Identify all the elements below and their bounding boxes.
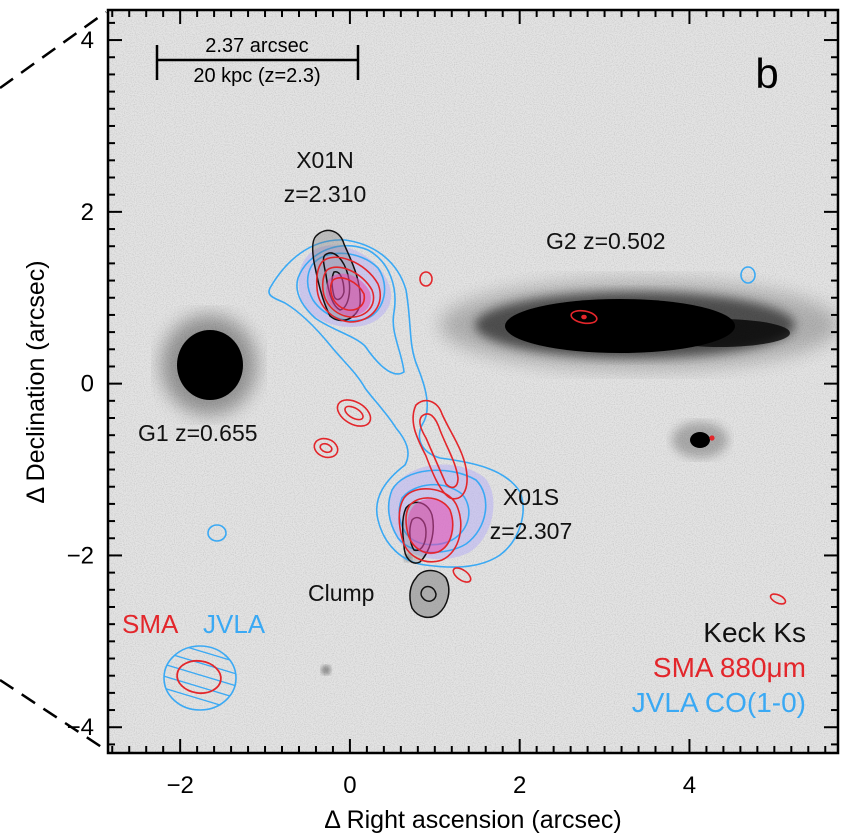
legend-jvla: JVLA CO(1-0) [632,687,806,718]
dashed-line-bottom [0,678,107,752]
y-tick-label: 0 [81,371,94,398]
axis-ticks: −2 0 2 4 −4 −2 0 2 4 [67,10,838,799]
sma-contours [313,256,787,605]
x-tick-label: −2 [166,772,193,799]
keck-contour-clump [409,569,450,619]
jvla-contour-blob-left [207,524,227,542]
sma-contour-g2-inner [581,314,587,320]
y-axis-label: Δ Declination (arcsec) [22,260,50,503]
sma-contour-south-2 [405,497,454,554]
scale-bar: 2.37 arcsec 20 kpc (z=2.3) [155,35,360,87]
sma-contour-south-tail [452,567,472,583]
galaxy-g2-blob [440,280,838,370]
x01n-label-z: z=2.310 [284,181,367,207]
beam-label-jvla: JVLA [203,609,266,639]
jvla-contour-blob-right [740,266,756,284]
x01s-label-name: X01S [503,484,559,510]
x-tick-label: 0 [343,772,356,799]
sma-contour-north-2 [321,266,375,318]
x01n-label-name: X01N [296,147,354,173]
scale-bar-arcsec-label: 2.37 arcsec [205,35,308,57]
sma-beam [176,659,222,695]
legend-keck: Keck Ks [703,617,806,648]
jvla-contour-south-inner [398,483,470,546]
plot-frame [106,8,840,755]
sma-contour-bridge [412,399,468,500]
sma-contour-bridge-inner [419,413,459,489]
jvla-contour-north-mid [296,245,405,375]
source-labels: X01N z=2.310 X01S z=2.307 G1 z=0.655 G2 … [138,147,666,606]
g2-label: G2 z=0.502 [546,228,666,254]
y-tick-label: −4 [67,714,94,741]
sma-contour-g2 [570,309,598,325]
galaxy-g1-blob [161,315,257,415]
clump-label: Clump [308,580,374,606]
sma-contour-north-blob [419,271,433,287]
g1-label: G1 z=0.655 [138,420,258,446]
x-tick-label: 4 [683,772,696,799]
sma-fill-south [407,499,453,555]
sma-contour-left-1b [344,405,364,421]
legend-sma: SMA 880μm [653,652,806,683]
x-tick-label: 2 [513,772,526,799]
sma-contour-north-3 [329,277,366,311]
keck-contour-clump-inner [420,585,437,602]
sma-contour-right-blob [769,593,787,605]
legend: Keck Ks SMA 880μm JVLA CO(1-0) [632,617,806,718]
jvla-beam [163,645,237,711]
y-tick-label: −2 [67,542,94,569]
beam-label-sma: SMA [122,609,179,639]
sma-contour-left-2b [319,442,333,454]
y-tick-label: 2 [81,199,94,226]
x01s-label-z: z=2.307 [490,518,573,544]
scale-bar-kpc-label: 20 kpc (z=2.3) [193,65,320,87]
sma-contour-left-2 [313,437,339,459]
y-tick-label: 4 [81,27,94,54]
panel-letter: b [755,50,778,97]
x-axis-label: Δ Right ascension (arcsec) [324,806,621,834]
small-galaxy-blob [672,422,728,458]
dashed-line-top [0,10,107,90]
jvla-contour-south-mid [387,469,487,554]
sma-contour-north-1 [315,256,382,323]
sma-contour-south-1 [398,488,462,563]
keck-image [108,10,838,753]
jvla-contour-outer [268,239,524,568]
beam-labels: SMA JVLA [122,609,266,639]
sma-contour-small-galaxy [709,435,715,441]
sma-contour-left-1 [336,399,372,427]
